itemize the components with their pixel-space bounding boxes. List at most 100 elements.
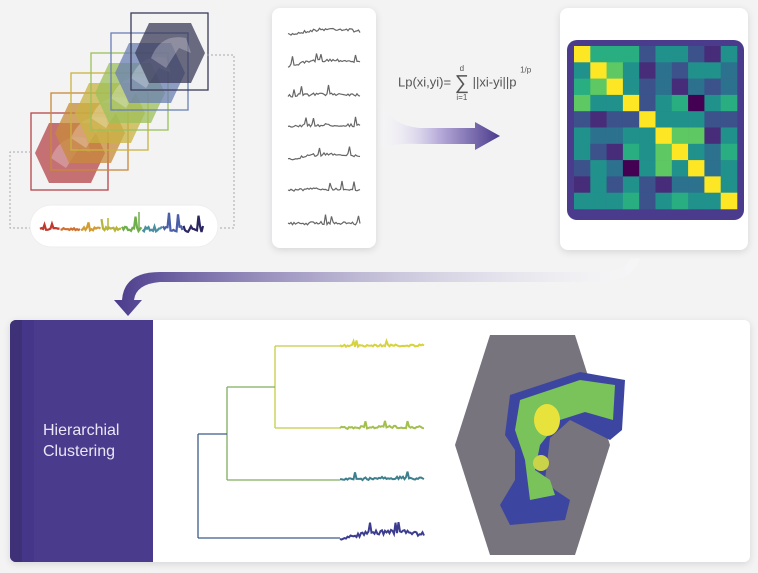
matrix-cell <box>606 111 624 128</box>
matrix-cell <box>688 78 705 96</box>
matrix-cell <box>704 78 721 96</box>
matrix-cell <box>574 176 591 193</box>
dendrogram-branch <box>226 386 340 481</box>
mean-spectrum-pill <box>29 204 219 248</box>
matrix-cell <box>655 192 673 210</box>
matrix-cell <box>590 78 607 96</box>
matrix-cell <box>655 160 673 177</box>
matrix-cell <box>671 78 689 96</box>
pixel-spectra-card <box>272 8 376 248</box>
leaf-spectrum <box>339 337 425 349</box>
matrix-cell <box>655 78 673 96</box>
matrix-cell <box>655 46 673 63</box>
matrix-cell <box>655 143 673 161</box>
matrix-cell <box>720 176 738 193</box>
hyperspectral-image-stack <box>30 12 209 191</box>
matrix-cell <box>720 111 738 128</box>
matrix-cell <box>671 127 689 145</box>
dendrogram-branch <box>197 433 340 539</box>
matrix-cell <box>639 62 656 79</box>
matrix-cell <box>704 94 721 112</box>
matrix-cell <box>671 176 689 193</box>
matrix-cell <box>720 192 738 210</box>
mean-spectrum-segment <box>121 216 143 234</box>
matrix-cell <box>590 46 607 63</box>
matrix-cell <box>590 143 607 161</box>
matrix-cell <box>639 78 656 96</box>
pixel-spectrum <box>287 53 361 68</box>
matrix-cell <box>688 62 705 79</box>
matrix-cell <box>671 160 689 177</box>
cluster-region-yellow <box>534 404 560 436</box>
matrix-cell <box>606 176 624 193</box>
leaf-spectrum <box>340 471 425 482</box>
matrix-cell <box>574 46 591 63</box>
matrix-cell <box>622 78 640 96</box>
sum-upper: d <box>459 64 465 73</box>
matrix-cell <box>574 111 591 128</box>
slice-frame <box>130 12 209 91</box>
dendrogram-branch <box>274 345 340 429</box>
formula-exponent: 1/p <box>520 65 532 75</box>
matrix-cell <box>574 160 591 177</box>
matrix-cell <box>574 127 591 145</box>
matrix-cell <box>574 62 591 79</box>
matrix-cell <box>720 127 738 145</box>
matrix-cell <box>671 192 689 210</box>
matrix-cell <box>688 94 705 112</box>
leaf-spectra <box>339 337 425 541</box>
matrix-cell <box>704 176 721 193</box>
matrix-cell <box>606 160 624 177</box>
matrix-cell <box>720 94 738 112</box>
matrix-cell <box>720 62 738 79</box>
matrix-cell <box>606 94 624 112</box>
cluster-map <box>455 335 625 555</box>
matrix-cell <box>622 46 640 63</box>
matrix-cell <box>704 111 721 128</box>
mean-spectrum-segment <box>100 218 122 233</box>
matrix-cell <box>639 160 656 177</box>
spectral-slice <box>130 12 209 91</box>
leaf-spectrum <box>339 521 425 541</box>
matrix-cell <box>590 160 607 177</box>
matrix-cell <box>639 192 656 210</box>
matrix-cell <box>590 94 607 112</box>
matrix-cell <box>688 192 705 210</box>
matrix-cell <box>639 111 656 128</box>
matrix-cell <box>622 143 640 161</box>
matrix-cell <box>606 192 624 210</box>
matrix-cell <box>688 176 705 193</box>
matrix-cell <box>655 127 673 145</box>
matrix-cell <box>574 94 591 112</box>
matrix-cell <box>688 160 705 177</box>
matrix-cell <box>639 127 656 145</box>
matrix-cell <box>590 127 607 145</box>
pixel-spectrum <box>287 27 361 36</box>
dendrogram <box>197 345 340 539</box>
flow-arrow-to-clustering <box>114 258 640 316</box>
matrix-cell <box>639 46 656 63</box>
matrix-cell <box>655 176 673 193</box>
clustering-title: Hierarchial Clustering <box>43 420 119 462</box>
matrix-cell <box>655 62 673 79</box>
matrix-cell <box>606 62 624 79</box>
formula-body: ||xi-yi||p <box>472 74 517 90</box>
flow-arrow-to-matrix <box>376 80 500 160</box>
matrix-cell <box>622 111 640 128</box>
matrix-cell <box>688 111 705 128</box>
pixel-spectrum <box>287 116 361 128</box>
pixel-spectrum <box>287 214 361 227</box>
matrix-cell <box>720 78 738 96</box>
matrix-cell <box>622 62 640 79</box>
distance-matrix-card <box>560 8 748 250</box>
matrix-cell <box>574 143 591 161</box>
matrix-cell <box>622 176 640 193</box>
matrix-cell <box>655 111 673 128</box>
pixel-spectra <box>287 27 361 227</box>
mean-spectrum-segment <box>39 220 60 231</box>
matrix-cell <box>720 46 738 63</box>
matrix-cell <box>606 78 624 96</box>
distance-matrix <box>567 40 744 220</box>
matrix-cell <box>704 127 721 145</box>
